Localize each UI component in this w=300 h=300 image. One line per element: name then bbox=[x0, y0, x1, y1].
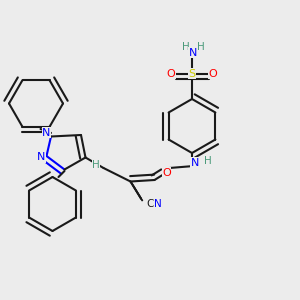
Text: N: N bbox=[37, 152, 45, 163]
Text: C: C bbox=[146, 199, 154, 209]
Text: N: N bbox=[189, 47, 197, 58]
Text: S: S bbox=[188, 68, 196, 79]
Text: N: N bbox=[191, 158, 199, 168]
Text: N: N bbox=[42, 128, 51, 138]
Text: O: O bbox=[167, 68, 176, 79]
Text: N: N bbox=[154, 199, 162, 209]
Text: H: H bbox=[92, 160, 100, 170]
Text: H: H bbox=[204, 156, 212, 167]
Text: O: O bbox=[208, 68, 217, 79]
Text: H: H bbox=[196, 41, 204, 52]
Text: H: H bbox=[182, 41, 189, 52]
Text: O: O bbox=[162, 167, 171, 178]
